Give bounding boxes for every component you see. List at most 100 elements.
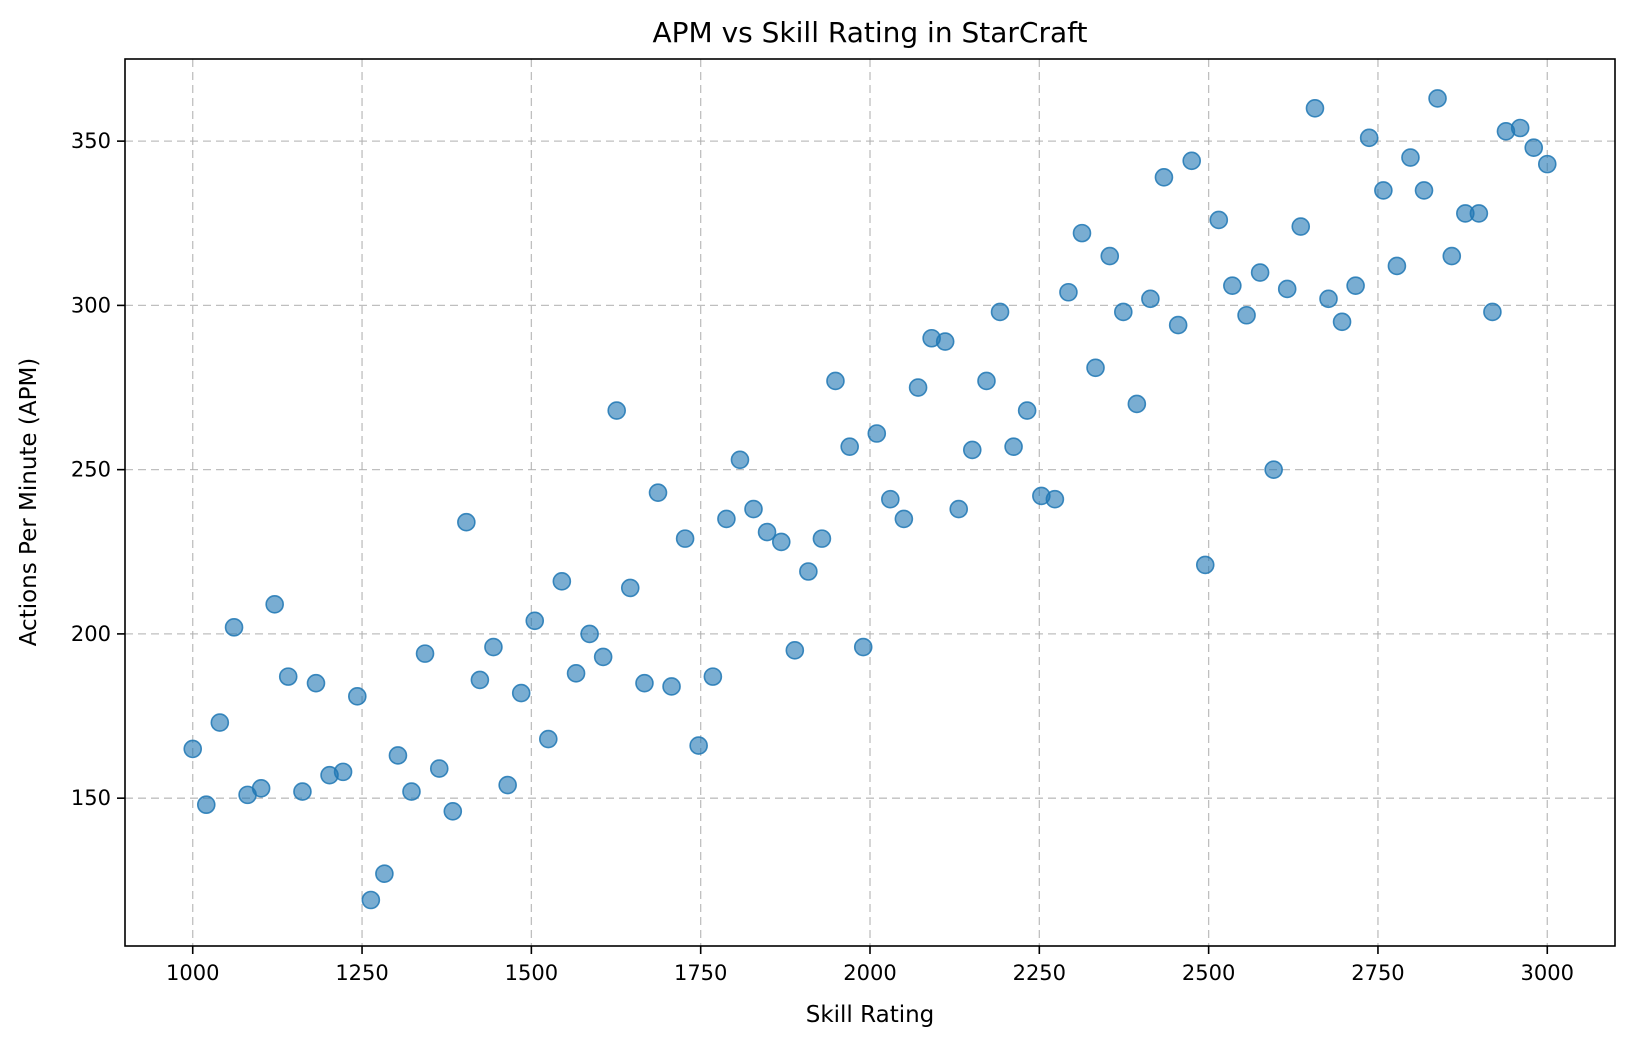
data-point xyxy=(375,864,394,884)
x-tick-label: 1500 xyxy=(505,961,558,985)
data-point xyxy=(1483,302,1502,322)
data-point xyxy=(620,578,640,598)
data-point xyxy=(1537,154,1557,174)
data-point xyxy=(443,802,463,821)
data-point xyxy=(470,670,490,690)
data-point xyxy=(1168,315,1188,335)
data-point xyxy=(1223,276,1242,295)
data-point xyxy=(415,644,435,663)
data-point xyxy=(675,529,695,548)
data-point xyxy=(1141,289,1160,309)
data-point xyxy=(1401,148,1420,167)
data-point xyxy=(1017,401,1037,420)
data-point xyxy=(1264,460,1283,479)
data-point xyxy=(635,673,654,693)
data-point xyxy=(1250,263,1270,282)
data-point xyxy=(538,729,558,749)
data-point xyxy=(799,562,818,581)
y-tick-label: 150 xyxy=(71,786,111,810)
data-point xyxy=(990,302,1010,322)
data-point xyxy=(306,673,326,693)
data-point xyxy=(511,683,531,703)
data-point xyxy=(293,782,312,801)
data-point xyxy=(388,746,408,765)
data-point xyxy=(1291,217,1311,236)
data-point xyxy=(771,532,791,552)
data-point xyxy=(1469,204,1489,223)
axis-ticks: 1000 1250 1500 1750 2000 2250 2500 2750 3000 150 2… xyxy=(71,129,1574,985)
x-tick-label: 2250 xyxy=(1013,961,1066,985)
data-point xyxy=(977,371,996,391)
data-point xyxy=(1319,289,1338,309)
data-point xyxy=(1442,246,1462,266)
data-point xyxy=(402,782,421,801)
data-point xyxy=(1277,279,1297,299)
data-point xyxy=(1332,312,1352,332)
data-point xyxy=(1387,256,1407,276)
chart-title: APM vs Skill Rating in StarCraft xyxy=(653,16,1088,49)
data-point xyxy=(894,509,914,529)
data-point xyxy=(1114,302,1133,322)
data-point xyxy=(730,450,750,470)
data-point xyxy=(962,440,982,460)
y-tick-label: 200 xyxy=(71,622,111,646)
data-point xyxy=(1428,89,1447,108)
data-point xyxy=(607,401,627,420)
y-axis-label: Actions Per Minute (APM) xyxy=(16,358,42,647)
x-tick-label: 2750 xyxy=(1351,961,1404,985)
data-point xyxy=(662,677,681,696)
data-point xyxy=(689,736,708,755)
data-point xyxy=(265,595,284,614)
data-point xyxy=(1195,555,1215,575)
data-point xyxy=(1510,118,1530,138)
data-point xyxy=(648,483,668,502)
x-tick-label: 1250 xyxy=(335,961,388,985)
data-point xyxy=(908,378,928,397)
data-point xyxy=(1524,138,1544,157)
data-point xyxy=(525,611,545,631)
data-point xyxy=(935,332,955,351)
data-point xyxy=(840,437,859,456)
data-point xyxy=(1045,489,1065,509)
data-point xyxy=(949,499,969,519)
data-point xyxy=(593,647,613,667)
data-point xyxy=(1305,98,1325,118)
data-point xyxy=(812,529,832,548)
data-point xyxy=(566,664,586,683)
data-point xyxy=(1059,282,1078,302)
y-tick-label: 300 xyxy=(71,293,111,317)
data-point xyxy=(853,637,873,657)
data-point xyxy=(429,759,449,778)
data-point xyxy=(224,618,244,637)
y-tick-label: 350 xyxy=(71,129,111,153)
data-point xyxy=(361,890,381,910)
data-point xyxy=(210,713,230,732)
data-point xyxy=(1359,128,1379,148)
grid-lines xyxy=(125,59,1615,946)
data-point xyxy=(183,739,203,759)
data-point xyxy=(196,795,216,815)
x-tick-label: 2500 xyxy=(1182,961,1235,985)
data-point xyxy=(333,762,353,782)
data-point xyxy=(1100,246,1120,266)
data-point xyxy=(484,637,503,657)
data-point xyxy=(757,522,777,542)
data-point xyxy=(1346,276,1365,295)
data-point xyxy=(348,687,367,706)
data-point xyxy=(1127,394,1147,414)
data-point xyxy=(278,667,298,686)
data-point xyxy=(744,499,763,519)
data-point xyxy=(552,572,572,591)
data-point xyxy=(457,512,476,532)
data-point xyxy=(785,641,805,660)
x-tick-label: 2000 xyxy=(843,961,896,985)
data-point xyxy=(703,667,723,686)
data-point xyxy=(1237,305,1256,325)
data-point xyxy=(1154,167,1174,187)
y-tick-label: 250 xyxy=(71,458,111,482)
data-point xyxy=(1072,223,1092,243)
data-points xyxy=(183,89,1557,910)
x-axis-label: Skill Rating xyxy=(806,1002,935,1028)
x-tick-label: 3000 xyxy=(1521,961,1574,985)
